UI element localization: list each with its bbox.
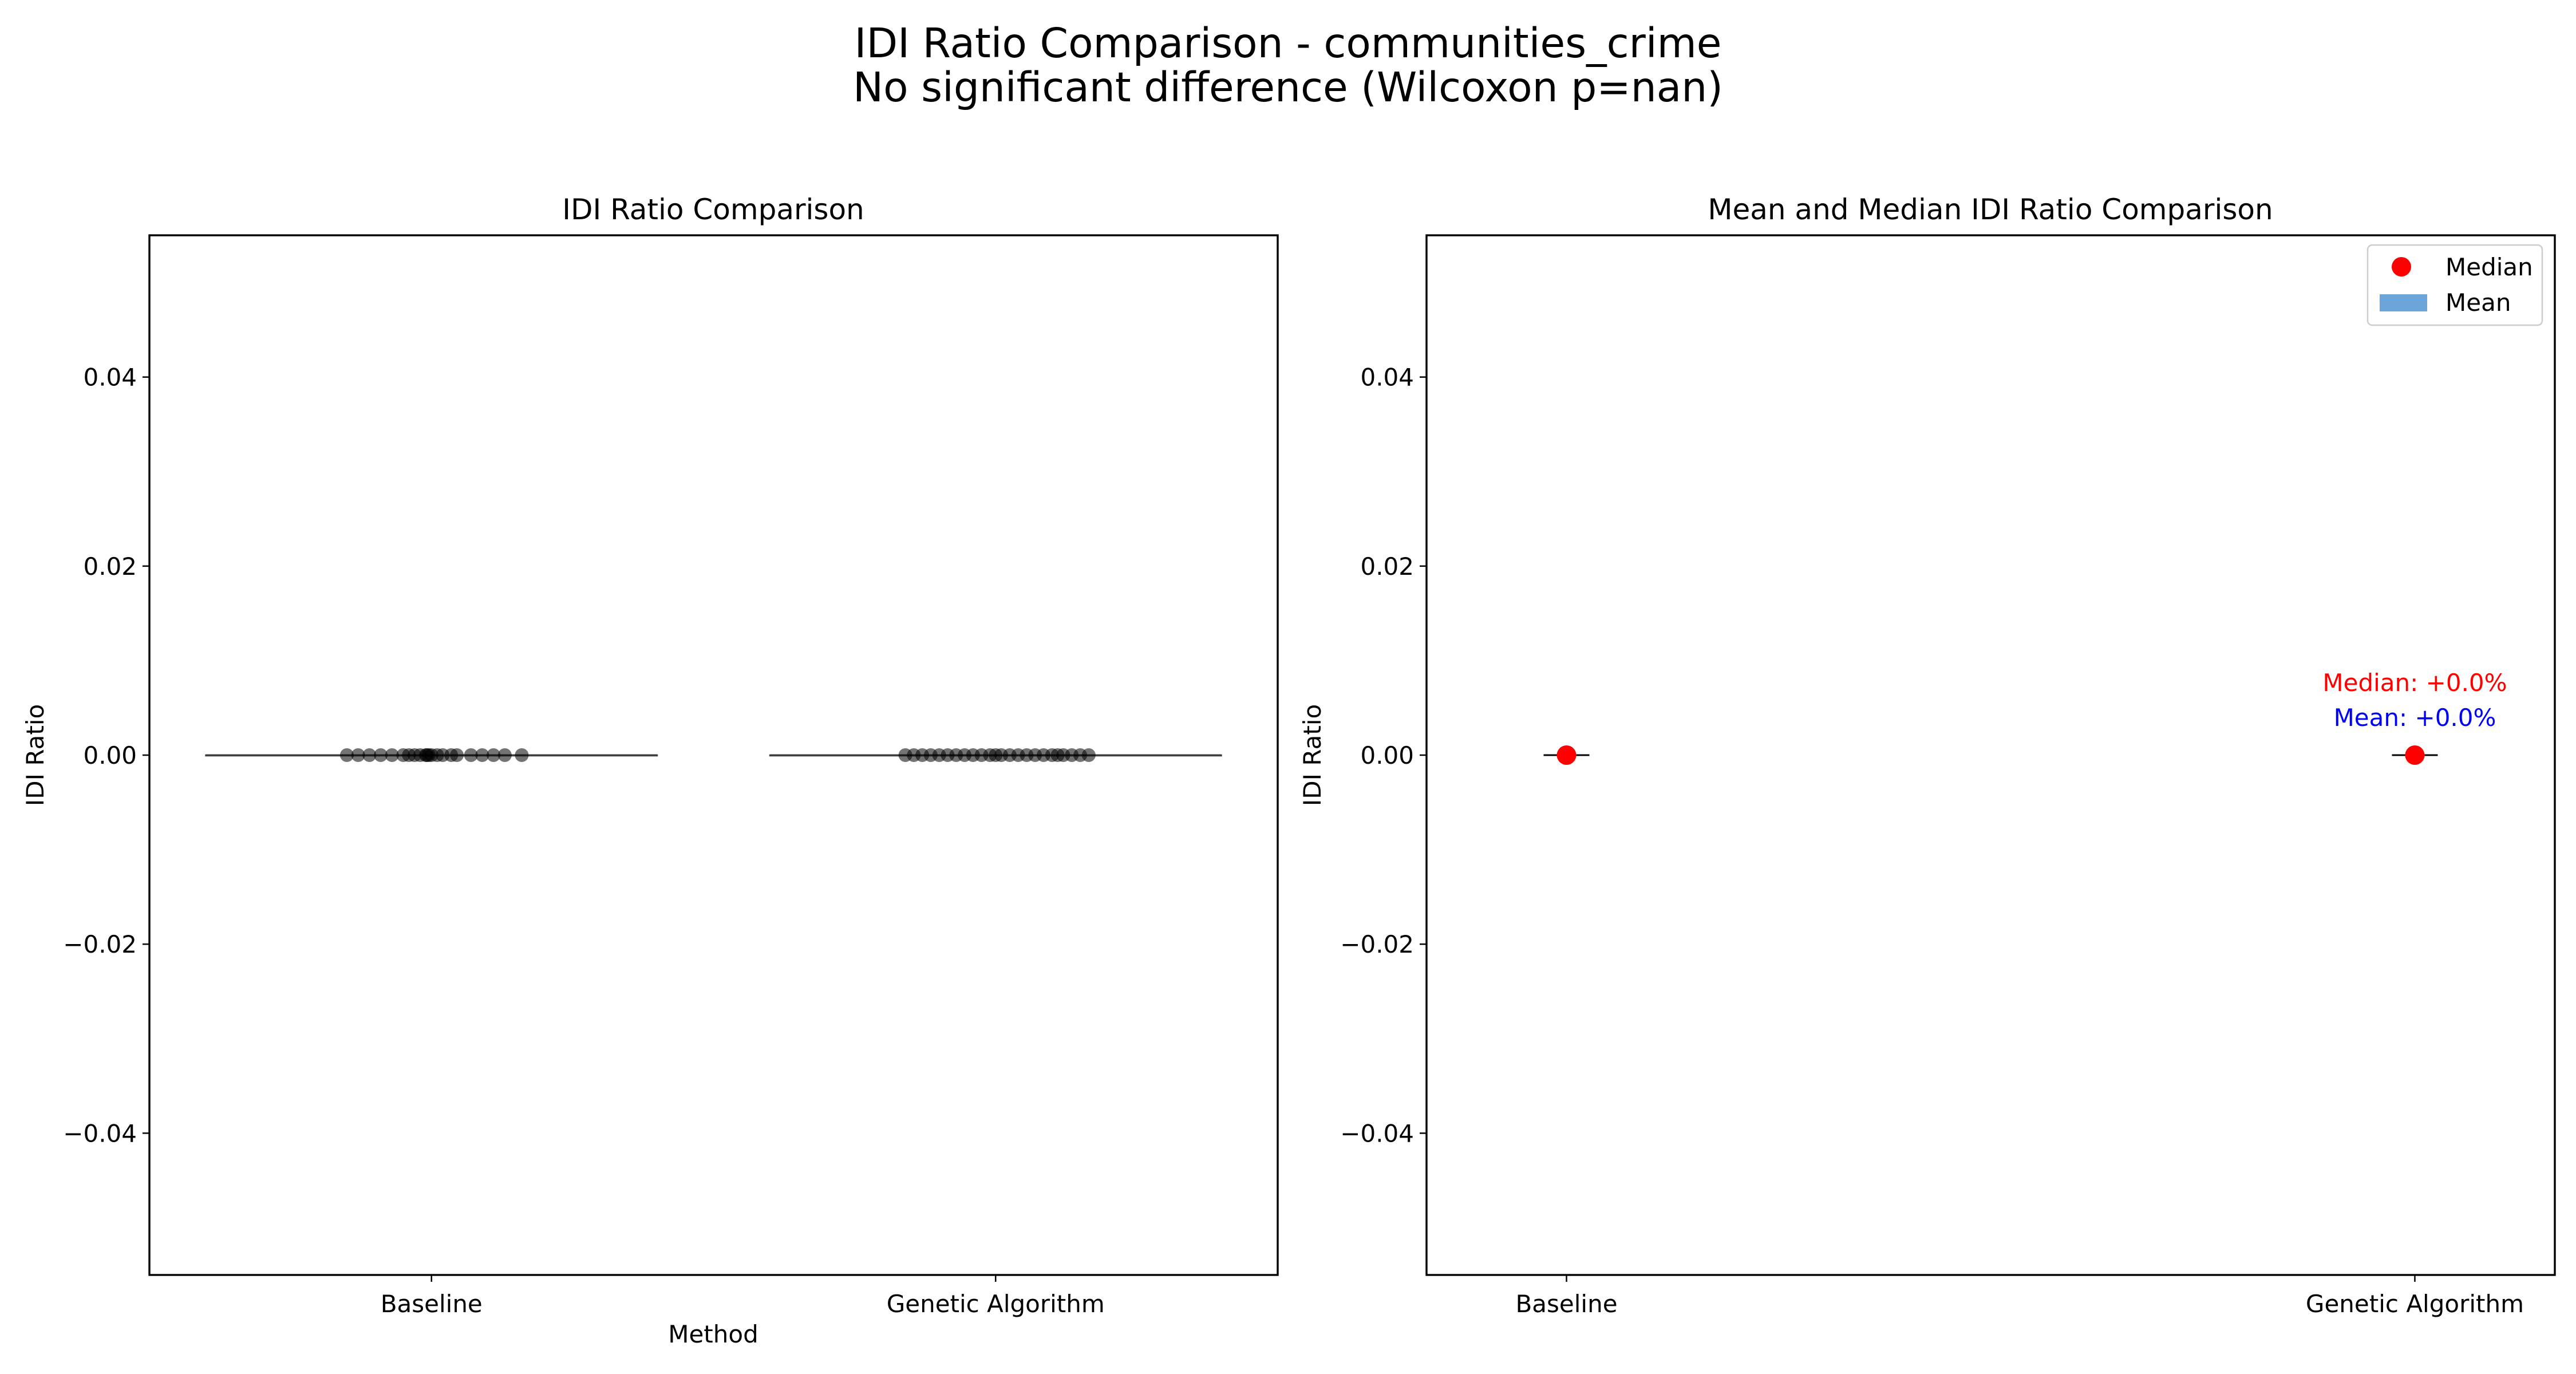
strip-plot-x-axis-label: Method	[668, 1320, 758, 1348]
strip-point	[487, 748, 501, 762]
median-point	[1556, 745, 1577, 765]
strip-point	[351, 748, 365, 762]
x-tick-label: Baseline	[381, 1290, 483, 1318]
strip-point	[374, 748, 388, 762]
strip-plot-y-ticks: −0.04 −0.02 0.00 0.02 0.04	[63, 364, 149, 1147]
mean-median-title: Mean and Median IDI Ratio Comparison	[1708, 193, 2273, 226]
strip-plot-title: IDI Ratio Comparison	[562, 193, 864, 226]
figure-title-line-2: No significant difference (Wilcoxon p=na…	[853, 64, 1723, 111]
median-points	[1556, 745, 2425, 765]
strip-point	[464, 748, 478, 762]
legend-median-label: Median	[2445, 253, 2533, 281]
y-tick-label: −0.04	[1340, 1119, 1414, 1147]
strip-point	[339, 748, 354, 762]
y-tick-label: 0.00	[1360, 741, 1414, 769]
y-tick-label: 0.02	[83, 552, 137, 581]
y-tick-label: −0.02	[1340, 930, 1414, 958]
y-tick-label: −0.04	[63, 1119, 137, 1147]
x-tick-label: Genetic Algorithm	[887, 1290, 1105, 1318]
x-tick-label: Genetic Algorithm	[2306, 1290, 2524, 1318]
mean-median-axes-frame	[1425, 234, 2556, 1276]
mean-median-y-ticks: −0.04 −0.02 0.00 0.02 0.04	[1340, 364, 1427, 1147]
legend: Median Mean	[2366, 244, 2543, 326]
y-tick-label: 0.02	[1360, 552, 1414, 581]
x-tick-label: Baseline	[1515, 1290, 1617, 1318]
strip-plot-panel: IDI Ratio Comparison −0.04 −0.02 0.00 0.02 0…	[21, 193, 1279, 1348]
legend-mean-swatch	[2380, 294, 2427, 311]
legend-median-marker	[2392, 257, 2411, 277]
strip-point	[362, 748, 377, 762]
y-tick-label: 0.00	[83, 741, 137, 769]
value-annotations: Median: +0.0% Mean: +0.0%	[2322, 669, 2507, 732]
legend-mean-label: Mean	[2445, 289, 2511, 317]
y-tick-label: 0.04	[1360, 364, 1414, 392]
strip-point	[515, 748, 529, 762]
strip-point	[497, 748, 512, 762]
mean-median-x-ticks: Baseline Genetic Algorithm	[1515, 1275, 2524, 1318]
strip-plot-y-axis-label: IDI Ratio	[21, 704, 49, 806]
figure-title-line-1: IDI Ratio Comparison - communities_crime	[855, 19, 1722, 67]
median-point	[2405, 745, 2425, 765]
strip-point	[450, 748, 464, 762]
value-annotation: Mean: +0.0%	[2334, 704, 2496, 732]
strip-point	[475, 748, 489, 762]
mean-median-y-axis-label: IDI Ratio	[1298, 704, 1326, 806]
strip-point	[385, 748, 399, 762]
strip-plot-x-ticks: Baseline Genetic Algorithm	[381, 1275, 1105, 1318]
y-tick-label: 0.04	[83, 364, 137, 392]
strip-point	[1081, 748, 1096, 762]
value-annotation: Median: +0.0%	[2322, 669, 2507, 697]
mean-median-panel: Mean and Median IDI Ratio Comparison −0.…	[1298, 193, 2556, 1318]
y-tick-label: −0.02	[63, 930, 137, 958]
strip-plot-points	[339, 748, 1096, 762]
